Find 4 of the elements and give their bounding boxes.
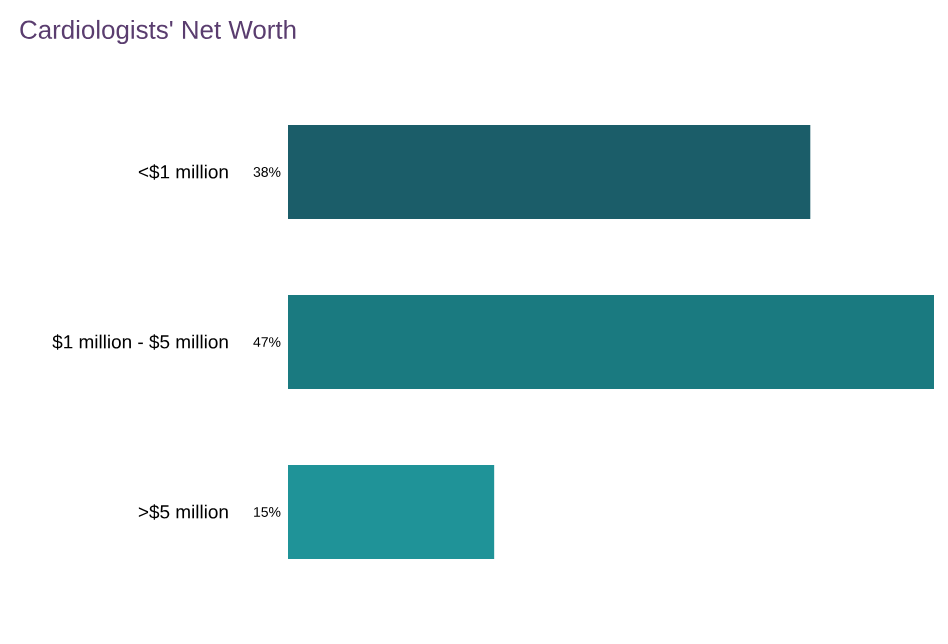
y-tick-label: >$5 million (138, 504, 228, 520)
y-tick-label: <$1 million (138, 164, 228, 180)
chart-title: Cardiologists' Net Worth (20, 19, 296, 45)
y-tick-label: $1 million - $5 million (52, 334, 228, 350)
